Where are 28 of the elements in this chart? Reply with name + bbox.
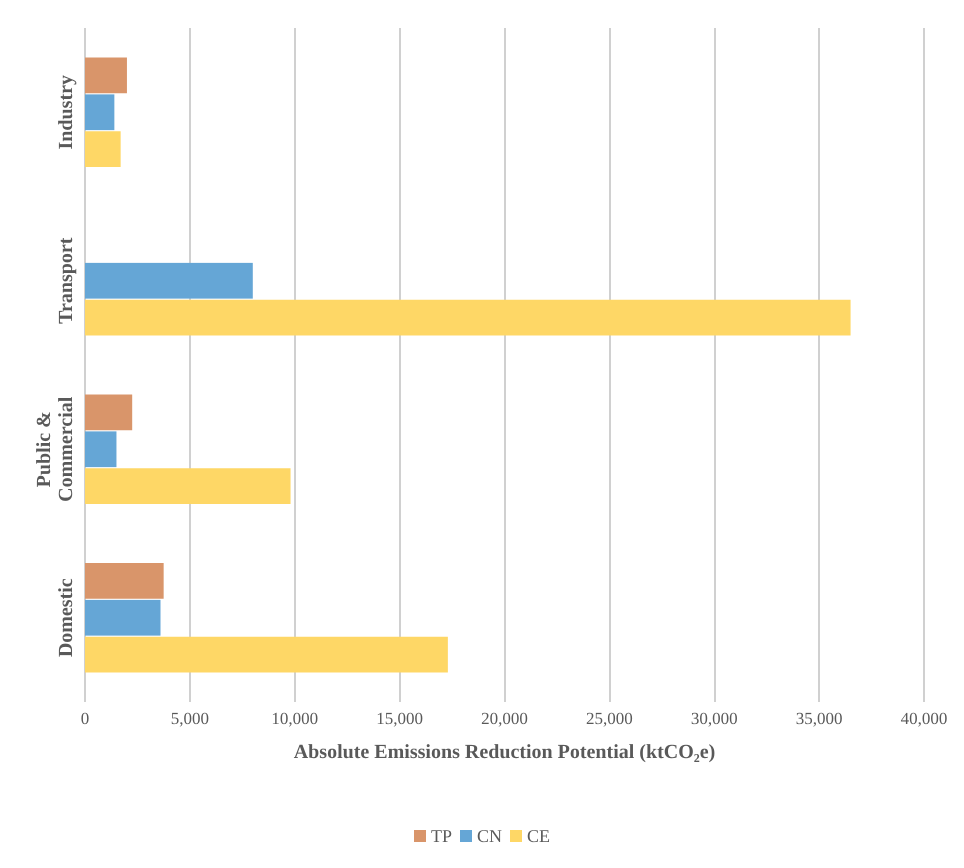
legend-label: CE [527, 826, 550, 846]
x-tick-label: 30,000 [690, 709, 738, 728]
x-tick-label: 10,000 [271, 709, 318, 728]
x-tick-label: 25,000 [586, 709, 633, 728]
bar [85, 131, 121, 168]
bar [85, 262, 253, 299]
y-tick-label: Industry [55, 75, 77, 150]
bar [85, 562, 164, 599]
x-tick-label: 5,000 [170, 709, 209, 728]
x-tick-label: 40,000 [900, 709, 948, 728]
legend-label: TP [430, 826, 452, 846]
x-tick-label: 20,000 [481, 709, 528, 728]
x-axis-title: Absolute Emissions Reduction Potential (ktCO₂e) [294, 741, 716, 763]
bar [85, 94, 114, 130]
bar [85, 57, 127, 94]
bar [85, 394, 132, 430]
x-tick-label: 15,000 [376, 709, 423, 728]
bar [85, 600, 161, 636]
legend-label: CN [477, 826, 502, 846]
x-tick-label: 0 [80, 709, 90, 728]
y-tick-label: Domestic [55, 578, 77, 658]
bar [85, 636, 448, 673]
y-tick-label: Transport [55, 237, 77, 324]
bar [85, 468, 291, 504]
y-tick-label: Public & Commercial [33, 396, 77, 502]
bar [85, 300, 851, 336]
x-tick-label: 35,000 [796, 709, 842, 728]
bar [85, 431, 116, 468]
